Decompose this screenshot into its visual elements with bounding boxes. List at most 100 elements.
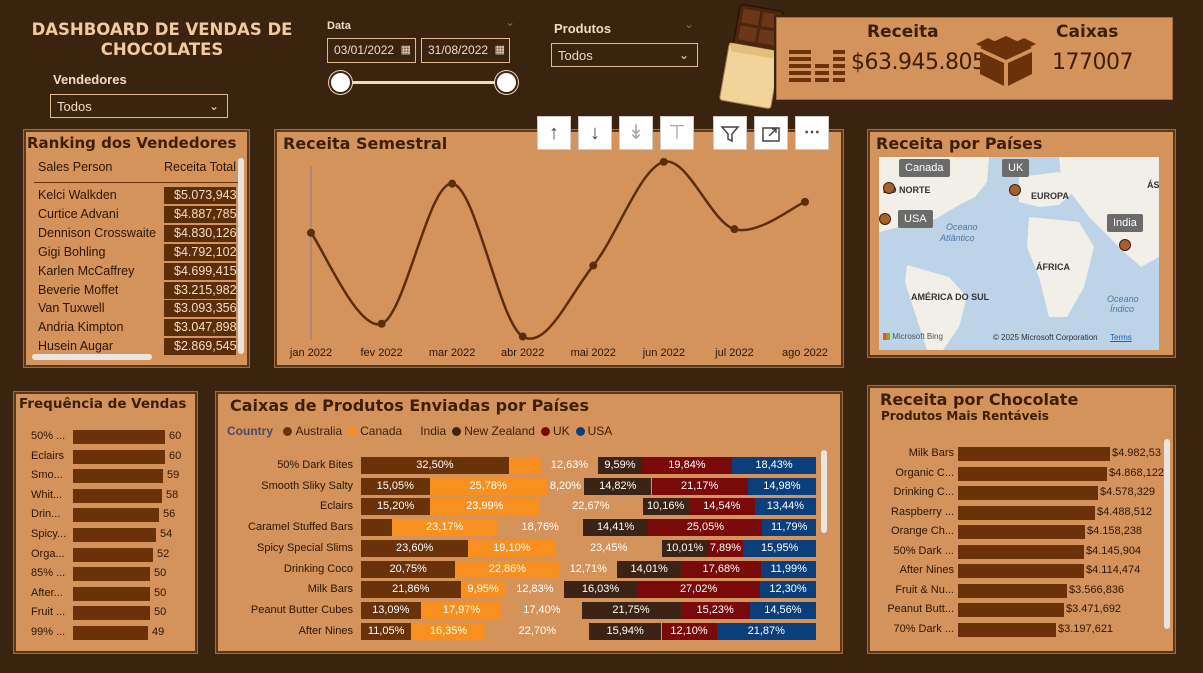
stack-segment[interactable]: 22,67% xyxy=(539,498,643,516)
map-tag-canada[interactable]: Canada xyxy=(899,159,950,177)
produtos-dropdown[interactable]: Todos ⌄ xyxy=(551,43,698,67)
stack-segment[interactable]: 15,94% xyxy=(588,622,662,640)
stack-segment[interactable]: 22,86% xyxy=(455,560,560,578)
stack-segment[interactable]: 12,10% xyxy=(661,622,717,640)
world-map[interactable]: DO NORTE EUROPA ÁS Oceano Atlântico ÁFRI… xyxy=(879,157,1159,350)
stack-segment[interactable]: 18,76% xyxy=(497,519,583,537)
map-tag-uk[interactable]: UK xyxy=(1002,159,1030,177)
chocolate-scrollbar[interactable] xyxy=(1164,439,1170,629)
stack-segment[interactable]: 21,17% xyxy=(651,477,748,495)
data-point[interactable] xyxy=(518,332,527,341)
calendar-icon[interactable]: ▦ xyxy=(400,44,411,56)
map-point-uk[interactable] xyxy=(1009,184,1021,196)
chocolate-bar[interactable] xyxy=(958,564,1084,578)
stack-segment[interactable] xyxy=(361,519,392,537)
stack-segment[interactable]: 19,84% xyxy=(641,457,733,474)
stack-segment[interactable]: 15,20% xyxy=(361,498,431,516)
stack-segment[interactable]: 12,63% xyxy=(540,457,599,474)
stack-segment[interactable]: 8,20% xyxy=(546,477,585,495)
date-slider-track[interactable] xyxy=(340,81,506,84)
stack-segment[interactable]: 25,05% xyxy=(648,519,763,537)
legend-item-australia[interactable]: Australia xyxy=(283,424,342,438)
stack-segment[interactable]: 16,35% xyxy=(411,622,486,640)
stack-segment[interactable]: 14,54% xyxy=(688,498,755,516)
data-point[interactable] xyxy=(801,197,809,206)
stack-segment[interactable]: 21,75% xyxy=(581,601,681,619)
chocolate-bar[interactable] xyxy=(958,447,1110,461)
stack-segment[interactable]: 10,01% xyxy=(662,539,708,557)
chocolate-bar[interactable] xyxy=(958,603,1064,617)
stack-segment[interactable]: 12,71% xyxy=(559,560,618,578)
arrow-down-icon[interactable]: ↓ xyxy=(578,116,612,150)
legend-item-india[interactable]: India xyxy=(408,424,446,438)
stack-segment[interactable]: 20,75% xyxy=(361,560,456,578)
stack-segment[interactable]: 27,02% xyxy=(637,581,761,599)
stack-segment[interactable]: 25,78% xyxy=(429,477,547,495)
line-chart[interactable]: jan 2022 fev 2022 mar 2022 abr 2022 mai 2022… xyxy=(275,130,845,369)
filter-icon[interactable] xyxy=(713,116,747,150)
stack-segment[interactable]: 11,05% xyxy=(361,622,412,640)
stack-segment[interactable]: 21,87% xyxy=(716,622,816,640)
data-point[interactable] xyxy=(377,319,386,328)
date-slider-end-handle[interactable] xyxy=(495,71,518,94)
stack-segment[interactable]: 14,01% xyxy=(617,560,681,578)
stack-segment[interactable]: 13,44% xyxy=(754,498,816,516)
freq-bar[interactable] xyxy=(73,567,150,582)
stack-segment[interactable]: 13,09% xyxy=(361,601,421,619)
stack-segment[interactable]: 14,98% xyxy=(747,477,816,495)
freq-bar[interactable] xyxy=(73,606,150,621)
double-arrow-down-icon[interactable]: ↡ xyxy=(619,116,653,150)
freq-bar[interactable] xyxy=(73,508,159,523)
map-point-canada[interactable] xyxy=(883,182,895,194)
chocolate-bar[interactable] xyxy=(958,486,1098,500)
chocolate-bar[interactable] xyxy=(958,505,1095,520)
stack-segment[interactable]: 17,68% xyxy=(681,560,762,578)
stack-segment[interactable]: 32,50% xyxy=(361,457,509,474)
stack-segment[interactable]: 11,79% xyxy=(762,519,816,537)
stack-segment[interactable]: 17,40% xyxy=(502,601,582,619)
stack-segment[interactable]: 12,30% xyxy=(760,581,816,599)
focus-mode-icon[interactable] xyxy=(754,116,788,150)
stack-segment[interactable]: 9,59% xyxy=(598,457,642,474)
ranking-scrollbar-v[interactable] xyxy=(238,158,244,354)
stack-segment[interactable]: 21,86% xyxy=(361,581,461,599)
stack-segment[interactable]: 23,99% xyxy=(430,498,540,516)
chocolate-bar[interactable] xyxy=(958,583,1067,598)
freq-bar[interactable] xyxy=(73,469,163,484)
expand-hierarchy-icon[interactable]: ⊤ xyxy=(660,116,694,150)
stack-segment[interactable]: 16,03% xyxy=(564,581,637,599)
data-point[interactable] xyxy=(448,179,457,188)
stack-segment[interactable]: 23,60% xyxy=(361,539,469,557)
col-header-person[interactable]: Sales Person xyxy=(38,160,113,174)
stack-segment[interactable]: 17,97% xyxy=(420,601,503,619)
stack-segment[interactable]: 11,99% xyxy=(761,560,816,578)
data-point[interactable] xyxy=(307,228,315,237)
calendar-icon[interactable]: ▦ xyxy=(494,44,505,56)
stack-segment[interactable]: 23,17% xyxy=(392,519,498,537)
stack-segment[interactable]: 23,45% xyxy=(555,539,662,557)
stack-segment[interactable]: 18,43% xyxy=(732,457,816,474)
freq-bar[interactable] xyxy=(73,528,156,542)
date-slider-start-handle[interactable] xyxy=(329,71,352,94)
series-line[interactable] xyxy=(309,160,806,340)
col-header-total[interactable]: Receita Total xyxy=(164,160,237,174)
legend-item-uk[interactable]: UK xyxy=(540,424,570,438)
freq-bar[interactable] xyxy=(73,430,165,444)
chocolate-bar[interactable] xyxy=(958,525,1085,539)
map-terms-link[interactable]: Terms xyxy=(1110,333,1132,342)
freq-bar[interactable] xyxy=(73,547,153,562)
data-point[interactable] xyxy=(589,261,598,270)
arrow-up-icon[interactable]: ↑ xyxy=(537,116,571,150)
legend-item-canada[interactable]: Canada xyxy=(348,424,402,438)
stack-segment[interactable]: 10,16% xyxy=(642,498,689,516)
data-point[interactable] xyxy=(659,157,668,166)
legend-item-usa[interactable]: USA xyxy=(575,424,612,438)
more-options-icon[interactable]: ⋯ xyxy=(795,116,829,150)
stack-segment[interactable]: 12,83% xyxy=(505,581,565,599)
data-point[interactable] xyxy=(730,225,739,234)
freq-bar[interactable] xyxy=(73,626,148,640)
stack-segment[interactable]: 15,23% xyxy=(680,601,750,619)
stack-segment[interactable]: 14,41% xyxy=(582,519,649,537)
stack-segment[interactable]: 9,95% xyxy=(460,581,506,599)
stack-segment[interactable] xyxy=(508,457,541,474)
